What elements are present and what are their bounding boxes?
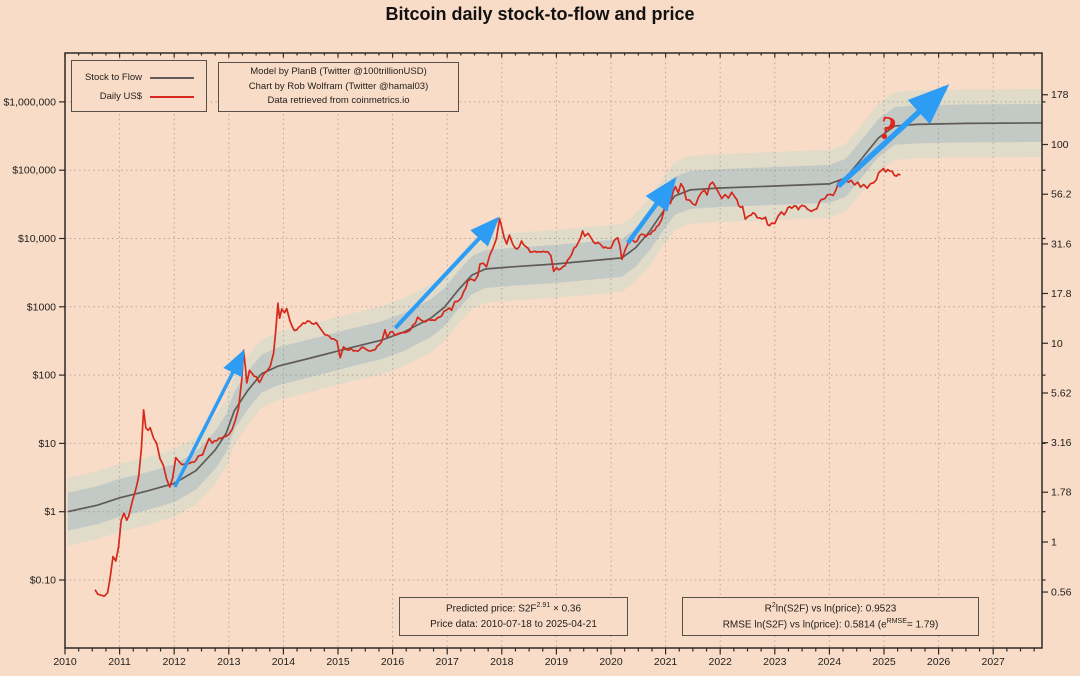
fit-stats-box: R2ln(S2F) vs ln(price): 0.9523 RMSE ln(S… — [682, 597, 979, 636]
svg-text:2010: 2010 — [53, 656, 77, 668]
svg-text:2026: 2026 — [927, 656, 951, 668]
svg-text:2019: 2019 — [545, 656, 569, 668]
legend-item-stock-to-flow: Stock to Flow — [72, 68, 206, 87]
page-title: Bitcoin daily stock-to-flow and price — [385, 4, 695, 24]
credit-chart: Chart by Rob Wolfram (Twitter @hamal03) — [248, 80, 429, 92]
svg-text:31.6: 31.6 — [1051, 238, 1072, 250]
svg-text:2025: 2025 — [872, 656, 896, 668]
svg-text:1: 1 — [1051, 537, 1057, 549]
svg-text:2013: 2013 — [217, 656, 241, 668]
credit-model: Model by PlanB (Twitter @100trillionUSD) — [250, 65, 427, 77]
svg-text:2012: 2012 — [163, 656, 187, 668]
halving-arrow-1 — [173, 349, 245, 488]
svg-text:2022: 2022 — [709, 656, 733, 668]
plot-area — [65, 53, 1042, 648]
svg-text:2023: 2023 — [763, 656, 787, 668]
svg-text:2011: 2011 — [108, 656, 131, 668]
credits-box: Model by PlanB (Twitter @100trillionUSD)… — [218, 62, 459, 112]
legend-item-daily-usd: Daily US$ — [72, 87, 206, 106]
legend-label-daily-usd: Daily US$ — [99, 91, 142, 102]
r-squared-stat: R2ln(S2F) vs ln(price): 0.9523 — [764, 601, 897, 614]
svg-text:10: 10 — [1051, 338, 1063, 350]
svg-text:56.2: 56.2 — [1051, 189, 1072, 201]
svg-text:178: 178 — [1051, 89, 1069, 101]
svg-text:2027: 2027 — [982, 656, 1006, 668]
svg-text:17.8: 17.8 — [1051, 288, 1072, 300]
model-formula-box: Predicted price: S2F2.91 × 0.36 Price da… — [399, 597, 628, 636]
price-data-range: Price data: 2010-07-18 to 2025-04-21 — [430, 618, 597, 630]
daily-price-line — [94, 167, 901, 598]
halving-arrow-3 — [626, 176, 677, 245]
svg-text:2024: 2024 — [818, 656, 842, 668]
svg-text:2014: 2014 — [272, 656, 296, 668]
svg-text:100: 100 — [1051, 139, 1069, 151]
stock-to-flow-line-swatch — [150, 76, 194, 79]
halving-arrow-4 — [836, 84, 950, 189]
svg-text:2018: 2018 — [490, 656, 514, 668]
legend-label-stock-to-flow: Stock to Flow — [84, 72, 142, 83]
axis-labels: 2010 2011 2012 2013 2014 2015 2016 2017 2018 2019… — [3, 89, 1071, 668]
svg-text:0.56: 0.56 — [1051, 587, 1072, 599]
predicted-price-formula: Predicted price: S2F2.91 × 0.36 — [445, 601, 582, 615]
svg-text:$1000: $1000 — [27, 301, 56, 313]
svg-text:2021: 2021 — [654, 656, 678, 668]
axis-ticks — [59, 53, 1048, 655]
svg-text:3.16: 3.16 — [1051, 437, 1072, 449]
svg-text:$100,000: $100,000 — [12, 165, 56, 177]
legend: Stock to Flow Daily US$ — [71, 60, 207, 112]
svg-text:1.78: 1.78 — [1051, 487, 1072, 499]
svg-text:$10: $10 — [38, 438, 56, 450]
svg-text:5.62: 5.62 — [1051, 387, 1072, 399]
halving-arrow-2 — [393, 216, 500, 330]
plot-border — [64, 52, 1043, 649]
credit-data: Data retrieved from coinmetrics.io — [267, 95, 410, 107]
confidence-band-inner — [67, 104, 1042, 531]
svg-text:2017: 2017 — [436, 656, 460, 668]
svg-text:$1,000,000: $1,000,000 — [3, 96, 56, 108]
svg-text:$100: $100 — [33, 370, 57, 382]
stock-to-flow-line — [67, 122, 1042, 513]
svg-text:2016: 2016 — [381, 656, 405, 668]
svg-text:$10,000: $10,000 — [18, 233, 56, 245]
svg-text:$1: $1 — [44, 506, 56, 518]
svg-text:2020: 2020 — [599, 656, 623, 668]
svg-text:$0.10: $0.10 — [30, 575, 56, 587]
svg-text:2015: 2015 — [326, 656, 350, 668]
rmse-stat: RMSE ln(S2F) vs ln(price): 0.5814 (eRMSE… — [722, 617, 939, 630]
daily-usd-line-swatch — [150, 95, 194, 98]
